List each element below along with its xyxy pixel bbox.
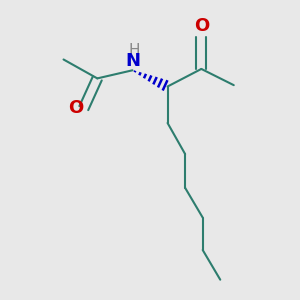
Text: O: O	[194, 17, 209, 35]
Text: N: N	[125, 52, 140, 70]
Text: O: O	[68, 99, 83, 117]
Text: H: H	[128, 43, 140, 58]
